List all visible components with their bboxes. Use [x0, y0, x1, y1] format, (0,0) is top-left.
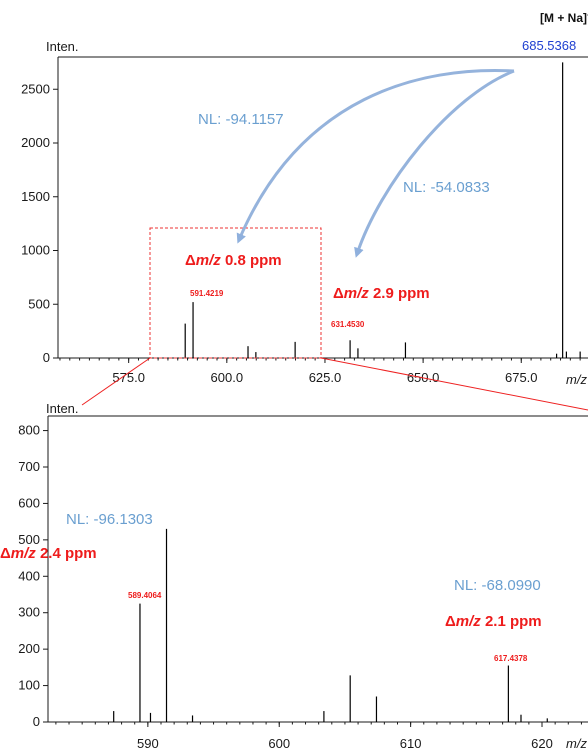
zoom-connector-right — [320, 357, 588, 411]
top-peak-label-2: 631.4530 — [331, 320, 365, 329]
bottom-spectrum-panel: Inten. 0 100 200 300 400 500 600 700 800 590 600 6… — [0, 401, 588, 751]
x-tick-label: 620 — [531, 736, 553, 751]
zoom-box — [149, 227, 322, 359]
bottom-peak-label-1: 589.4064 — [128, 591, 162, 600]
x-tick-label: 600 — [268, 736, 290, 751]
top-spectrum-panel: Inten. 0 500 1000 1500 2000 2500 575.0 600.0 62… — [21, 10, 588, 387]
top-y-ticks: 0 500 1000 1500 2000 2500 — [21, 81, 58, 365]
y-tick-label: 0 — [43, 350, 50, 365]
bottom-x-ticks: 590 600 610 620 — [137, 722, 553, 751]
y-tick-label: 200 — [18, 641, 40, 656]
bottom-dmz-2: Δm/z 2.1 ppm — [445, 613, 542, 630]
y-tick-label: 600 — [18, 495, 40, 510]
x-tick-label: 625.0 — [309, 370, 342, 385]
neutral-loss-arrow-1 — [236, 69, 515, 244]
top-dmz-1: Δm/z 0.8 ppm — [185, 252, 282, 269]
bottom-peaks — [113, 528, 548, 722]
bottom-y-ticks: 0 100 200 300 400 500 600 700 800 — [18, 423, 48, 729]
bottom-dmz-1: Δm/z 2.4 ppm — [0, 545, 97, 562]
x-tick-label: 575.0 — [112, 370, 145, 385]
y-tick-label: 500 — [28, 296, 50, 311]
main-peak-mz: 685.5368 — [522, 38, 576, 53]
x-tick-label: 675.0 — [505, 370, 538, 385]
top-peak-label-1: 591.4219 — [190, 289, 224, 298]
y-tick-label: 2500 — [21, 81, 50, 96]
y-tick-label: 500 — [18, 532, 40, 547]
x-tick-label: 600.0 — [211, 370, 244, 385]
y-tick-label: 800 — [18, 423, 40, 438]
y-tick-label: 100 — [18, 678, 40, 693]
bottom-xlabel: m/z — [566, 736, 587, 751]
top-xlabel: m/z — [566, 372, 587, 387]
top-dmz-2: Δm/z 2.9 ppm — [333, 285, 430, 302]
bottom-peak-label-2: 617.4378 — [494, 654, 528, 663]
y-tick-label: 700 — [18, 459, 40, 474]
bottom-minor-ticks — [55, 722, 582, 725]
y-tick-label: 1000 — [21, 243, 50, 258]
bottom-ylabel: Inten. — [46, 401, 79, 416]
y-tick-label: 300 — [18, 605, 40, 620]
x-tick-label: 610 — [400, 736, 422, 751]
bottom-nl-2: NL: -68.0990 — [454, 577, 541, 594]
y-tick-label: 2000 — [21, 135, 50, 150]
zoom-connector-left — [81, 357, 151, 406]
x-tick-label: 590 — [137, 736, 159, 751]
top-nl-1: NL: -94.1157 — [198, 111, 284, 128]
y-tick-label: 400 — [18, 568, 40, 583]
top-peaks — [184, 62, 581, 358]
top-nl-2: NL: -54.0833 — [403, 179, 490, 196]
y-tick-label: 1500 — [21, 189, 50, 204]
adduct-label: [M + Na]+ — [540, 10, 588, 25]
top-ylabel: Inten. — [46, 39, 79, 54]
bottom-nl-1: NL: -96.1303 — [66, 511, 153, 528]
neutral-loss-arrow-2 — [354, 69, 515, 258]
y-tick-label: 0 — [33, 714, 40, 729]
